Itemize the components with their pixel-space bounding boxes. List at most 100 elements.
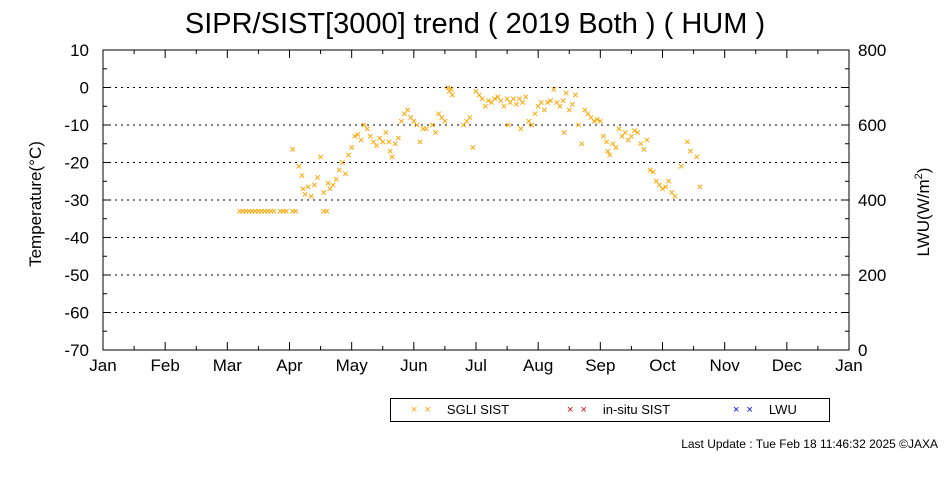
data-point xyxy=(510,96,516,102)
data-point xyxy=(697,184,703,190)
data-point xyxy=(566,107,572,113)
data-point xyxy=(358,137,364,143)
data-point xyxy=(346,152,352,158)
data-point xyxy=(647,167,653,173)
legend-label-sgli: SGLI SIST xyxy=(446,402,510,417)
last-update-footer: Last Update : Tue Feb 18 11:46:32 2025 ©… xyxy=(681,437,938,451)
data-point xyxy=(666,178,672,184)
data-point xyxy=(311,182,317,188)
data-point xyxy=(678,163,684,169)
data-point xyxy=(694,154,700,160)
data-point xyxy=(293,208,299,214)
data-point xyxy=(644,137,650,143)
data-point xyxy=(513,101,519,107)
data-point xyxy=(579,141,585,147)
x-tick-label: Jul xyxy=(465,356,487,375)
data-point xyxy=(314,174,321,181)
data-point xyxy=(572,92,579,98)
data-point xyxy=(395,135,401,141)
x-tick-label: Jan xyxy=(89,356,116,375)
y-axis-label: Temperature(°C) xyxy=(26,141,45,267)
data-points xyxy=(237,84,703,214)
data-point xyxy=(641,146,647,152)
data-point xyxy=(538,99,544,106)
data-point xyxy=(429,122,436,128)
data-point xyxy=(544,99,551,106)
x-tick-label: May xyxy=(336,356,369,375)
x-tick-label: Mar xyxy=(213,356,243,375)
data-point xyxy=(479,96,485,102)
data-point xyxy=(383,129,389,136)
y-tick-label: 10 xyxy=(70,41,89,60)
y2-tick-label: 800 xyxy=(858,41,886,60)
legend-item-insitu-sist: × × in-situ SIST xyxy=(567,402,670,417)
data-point xyxy=(557,103,563,109)
data-point xyxy=(364,126,370,132)
data-point xyxy=(569,101,575,107)
data-point xyxy=(687,148,694,154)
legend-item-lwu: × × LWU xyxy=(733,402,797,417)
data-point xyxy=(541,107,547,113)
data-point xyxy=(299,173,305,179)
data-point xyxy=(672,193,678,199)
data-point xyxy=(628,133,634,139)
y-tick-label: -30 xyxy=(64,191,89,210)
data-point xyxy=(442,118,448,124)
data-point xyxy=(485,98,491,104)
grid-lines xyxy=(103,87,849,313)
data-point xyxy=(482,103,488,109)
y-tick-label: 0 xyxy=(80,79,89,98)
y2-tick-label: 400 xyxy=(858,191,886,210)
axis-ticks xyxy=(102,49,850,351)
data-point xyxy=(560,98,566,104)
data-point xyxy=(387,148,393,154)
data-point xyxy=(594,116,600,122)
data-point xyxy=(339,159,345,166)
data-point xyxy=(561,129,567,136)
data-point xyxy=(467,114,473,121)
y-tick-label: -20 xyxy=(64,154,89,173)
legend-label-insitu: in-situ SIST xyxy=(602,402,671,417)
y2-axis-label-superscript: 2 xyxy=(913,173,925,179)
data-point xyxy=(386,139,392,145)
y2-axis-label-base: LWU(W/m xyxy=(914,179,933,256)
data-point xyxy=(352,133,358,139)
data-point xyxy=(551,86,557,92)
data-point xyxy=(605,148,611,154)
data-point xyxy=(576,122,582,128)
data-point xyxy=(448,86,454,92)
data-point xyxy=(349,144,355,151)
data-point xyxy=(638,141,644,147)
data-point xyxy=(520,99,526,106)
axis-labels: 100-10-20-30-40-50-60-708006004002000Jan… xyxy=(64,41,886,375)
data-point xyxy=(324,208,330,214)
x-tick-label: Oct xyxy=(649,356,676,375)
legend: × × SGLI SIST × × in-situ SIST × × LWU xyxy=(390,398,830,422)
x-tick-label: Nov xyxy=(710,356,741,375)
data-point xyxy=(302,191,308,197)
data-point xyxy=(305,184,311,190)
data-point xyxy=(523,94,529,100)
data-point xyxy=(631,128,638,134)
data-point xyxy=(336,167,342,173)
data-point xyxy=(296,163,302,169)
y2-tick-label: 600 xyxy=(858,116,886,135)
y-tick-label: -50 xyxy=(64,266,89,285)
x-tick-label: Jan xyxy=(835,356,862,375)
data-point xyxy=(417,139,423,145)
data-point xyxy=(423,126,429,132)
data-point xyxy=(548,98,554,104)
data-point xyxy=(392,141,398,147)
data-point xyxy=(308,193,314,199)
data-point xyxy=(449,92,455,98)
data-point xyxy=(325,180,331,186)
data-point xyxy=(663,184,669,190)
x-tick-label: Jun xyxy=(400,356,427,375)
x-tick-label: Dec xyxy=(772,356,803,375)
legend-marker-sgli: × × xyxy=(411,403,433,416)
data-point xyxy=(684,139,690,145)
data-point xyxy=(501,103,507,109)
data-point xyxy=(470,144,476,151)
data-point xyxy=(650,169,656,175)
data-point xyxy=(498,98,504,104)
